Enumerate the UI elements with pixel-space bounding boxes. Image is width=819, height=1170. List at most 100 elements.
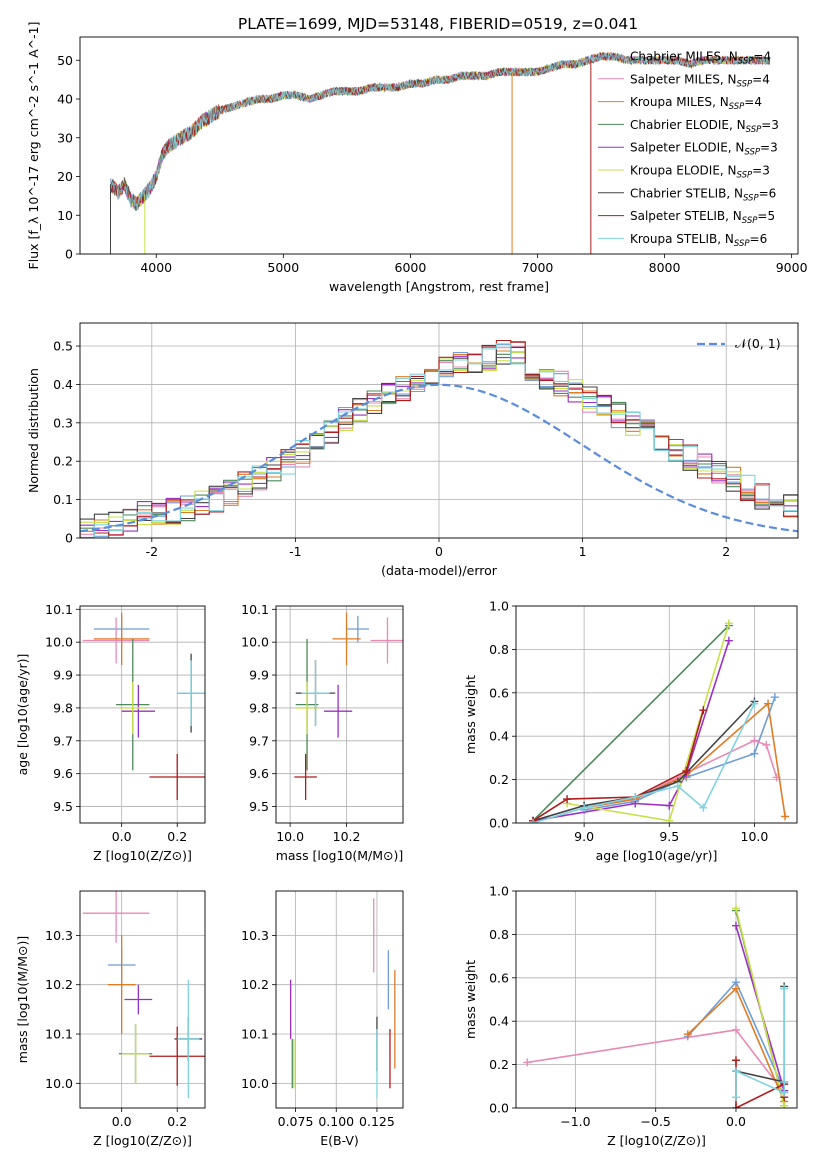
legend-nssp-eq: =: [750, 232, 760, 246]
legend-nssp-sub: SSP: [738, 57, 754, 67]
x-tick-label: 10.0: [276, 829, 304, 844]
legend-nssp-prefix: , N: [717, 232, 734, 246]
x-tick-label: 0.0: [726, 1114, 746, 1129]
legend-nssp-eq: =: [759, 186, 769, 200]
legend-entry: Chabrier MILES, NSSP=4: [630, 50, 771, 67]
legend-nssp-sub: SSP: [743, 193, 759, 203]
errorbar-point: [301, 660, 330, 727]
legend-nssp-sub: SSP: [737, 79, 753, 89]
x-tick-label: 0.2: [167, 1114, 187, 1129]
y-axis-label: mass weight: [463, 675, 478, 754]
legend-entry: 𝒩(0, 1): [735, 336, 781, 351]
legend-model-name: Kroupa ELODIE: [630, 164, 720, 178]
mass-weight-line: [583, 696, 776, 811]
mass-weight-marker: [764, 699, 773, 708]
mass-weight-line: [735, 908, 785, 1106]
legend-model-name: Salpeter STELIB: [630, 209, 725, 223]
legend-nssp-value: 3: [762, 164, 770, 178]
legend-entry: Salpeter MILES, NSSP=4: [630, 72, 770, 89]
x-tick-label: 9.5: [659, 829, 679, 844]
weight_vs_age-plot-area: [529, 619, 790, 823]
errorbar-point: [370, 617, 403, 664]
y-tick-label: 0.1: [53, 492, 73, 507]
mass-weight-line: [532, 640, 730, 822]
mass-weight-marker: [731, 921, 740, 930]
mass-weight-line: [583, 702, 786, 817]
mass-weight-marker: [731, 1104, 740, 1108]
errorbar-point: [121, 1024, 150, 1084]
legend-nssp-prefix: , N: [725, 209, 742, 223]
x-tick-label: -2: [146, 544, 158, 559]
y-tick-label: 20: [57, 169, 73, 184]
y-tick-label: 10.2: [45, 977, 73, 992]
y-tick-label: 0.4: [53, 377, 73, 392]
spectrum-axes: [76, 59, 793, 258]
legend-entry: Chabrier ELODIE, NSSP=3: [630, 118, 779, 135]
residuals-plot-area: [80, 339, 798, 538]
mass-weight-marker: [699, 803, 708, 812]
mass-weight-marker: [683, 1030, 692, 1039]
y-tick-label: 9.6: [53, 766, 73, 781]
errorbar-point: [149, 753, 205, 800]
y-tick-label: 9.5: [53, 799, 73, 814]
mass-weight-marker: [580, 803, 589, 812]
x-axis-label: Z [log10(Z/Z⊙)]: [93, 1133, 192, 1148]
errorbar-point: [149, 1026, 205, 1086]
mass-weight-marker: [665, 816, 674, 823]
legend-entry: Chabrier STELIB, NSSP=6: [630, 186, 776, 203]
y-tick-label: 0.0: [489, 816, 509, 831]
residuals-frame: [79, 322, 799, 539]
y-tick-label: 0: [65, 247, 73, 262]
mass_vs_Z-axes: [76, 891, 205, 1112]
mass_vs_ebv-frame: [275, 890, 404, 1109]
mass-weight-marker: [731, 1093, 740, 1102]
legend-nssp-sub: SSP: [734, 239, 750, 249]
y-tick-label: 10.2: [241, 977, 269, 992]
y-tick-label: 1.0: [489, 884, 509, 899]
x-tick-label: 10.0: [741, 829, 769, 844]
mass-weight-line: [532, 703, 756, 823]
x-axis-label: E(B-V): [320, 1133, 359, 1148]
x-tick-label: 0.0: [112, 1114, 132, 1129]
mass-weight-marker: [631, 792, 640, 801]
x-tick-label: 0.125: [359, 1114, 395, 1129]
residual-histogram: [80, 343, 798, 538]
y-tick-label: 10.3: [45, 928, 73, 943]
errorbar-point: [332, 612, 361, 666]
spectrum-plot-area: [109, 51, 771, 254]
y-axis-label: Flux [f_λ 10^-17 erg cm^-2 s^-1 A^-1]: [26, 22, 41, 270]
y-tick-label: 0.6: [489, 685, 509, 700]
y-tick-label: 0.5: [53, 339, 73, 354]
x-axis-label: Z [log10(Z/Z⊙)]: [607, 1133, 706, 1148]
legend-nssp-eq: =: [744, 95, 754, 109]
age_vs_mass-frame: [275, 605, 404, 824]
x-axis-label: (data-model)/error: [381, 563, 498, 578]
legend-nssp-value: 5: [767, 209, 775, 223]
mass-weight-marker: [724, 636, 733, 645]
y-tick-label: 10.0: [45, 1076, 73, 1091]
weight_vs_age-frame: [515, 605, 798, 824]
legend-nssp-eq: =: [760, 141, 770, 155]
errorbar-point: [82, 617, 150, 664]
x-tick-label: −0.5: [641, 1114, 671, 1129]
legend-entry: Salpeter STELIB, NSSP=5: [630, 209, 775, 226]
x-tick-label: 0.2: [167, 829, 187, 844]
x-tick-label: 2: [722, 544, 730, 559]
mass-weight-marker: [682, 766, 691, 775]
errorbar-point: [93, 612, 150, 666]
x-tick-label: 0: [435, 544, 443, 559]
mass_vs_ebv-plot-area: [290, 898, 396, 1099]
x-tick-label: 5000: [267, 260, 299, 275]
mass-weight-marker: [523, 1058, 532, 1067]
y-tick-label: 9.6: [249, 766, 269, 781]
legend-nssp-eq: =: [753, 50, 763, 64]
y-tick-label: 10.1: [241, 602, 269, 617]
y-tick-label: 0.0: [489, 1101, 509, 1116]
legend-nssp-value: 4: [762, 72, 770, 86]
y-tick-label: 0.8: [489, 927, 509, 942]
age_vs_Z-frame: [79, 605, 206, 824]
legend-nssp-prefix: , N: [720, 164, 737, 178]
y-tick-label: 10.1: [45, 602, 73, 617]
mass-weight-marker: [673, 782, 682, 791]
y-tick-label: 30: [57, 130, 73, 145]
